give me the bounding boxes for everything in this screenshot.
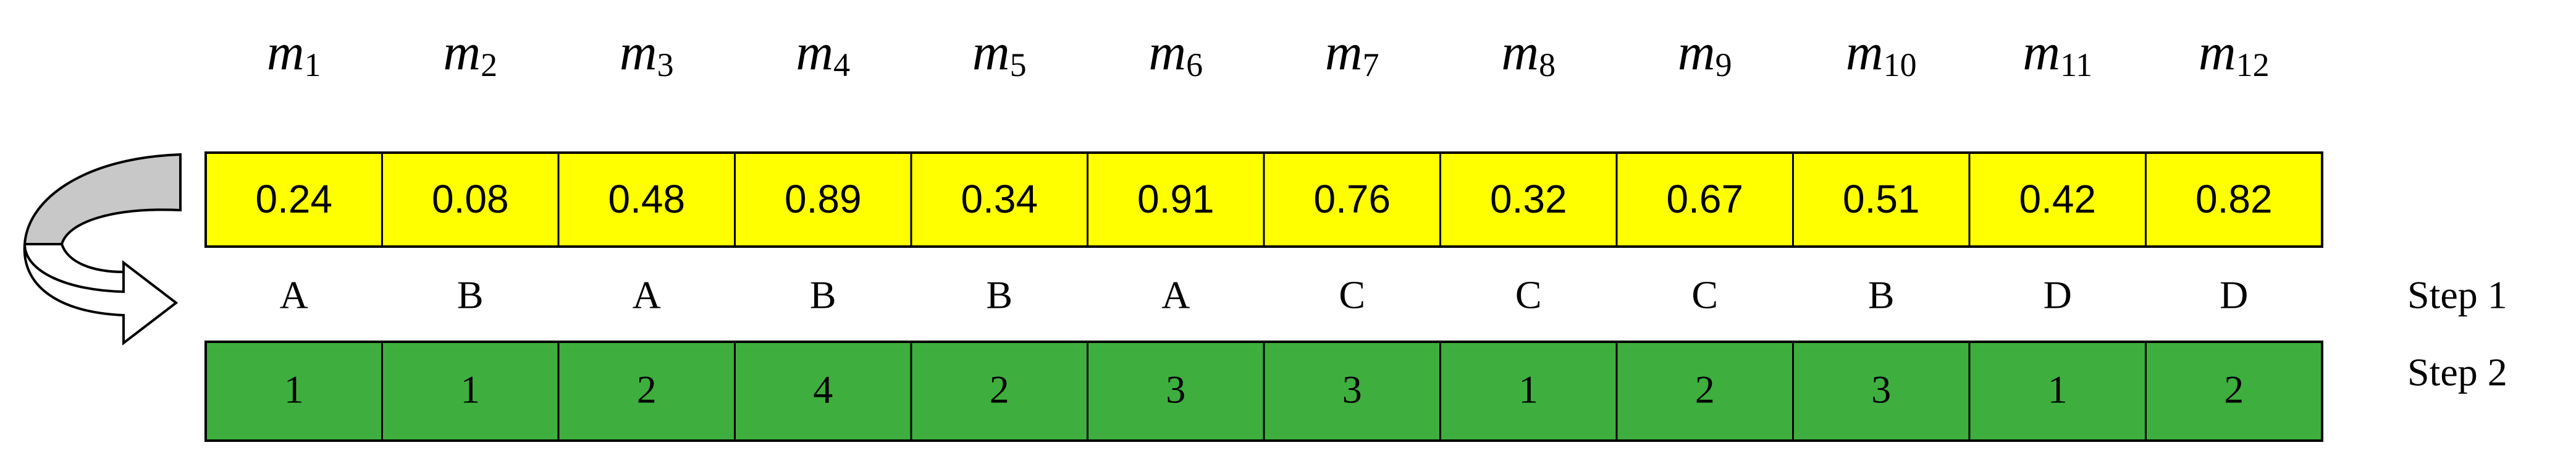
subscript: 6 (1186, 46, 1203, 83)
cell-value: 0.08 (432, 177, 509, 221)
subscript: 3 (657, 46, 674, 83)
step1-letter: B (986, 273, 1012, 317)
step1-letter: A (280, 273, 308, 317)
step1-letter: B (1868, 273, 1895, 317)
step2-number: 2 (990, 368, 1009, 412)
step-label: Step 1 (2407, 273, 2507, 317)
cell-value: 0.91 (1137, 177, 1214, 221)
step-label: Step 2 (2407, 350, 2507, 394)
cell-value: 0.51 (1843, 177, 1920, 221)
symbol: m (2022, 23, 2060, 81)
column-header: m9 (1678, 23, 1732, 83)
cell-value: 0.32 (1490, 177, 1567, 221)
step2-number: 1 (284, 368, 304, 412)
column-header: m3 (620, 23, 674, 83)
arrow-top (23, 153, 182, 245)
symbol: m (1501, 23, 1539, 81)
symbol: m (1325, 23, 1363, 81)
column-header: m11 (2022, 23, 2092, 83)
step1-letter: C (1515, 273, 1542, 317)
arrow-bottom (23, 244, 179, 346)
symbol: m (1846, 23, 1884, 81)
column-header: m4 (796, 23, 850, 83)
step2-number: 3 (1871, 368, 1891, 412)
symbol: m (267, 23, 305, 81)
step2-number: 2 (637, 368, 657, 412)
cell-value: 0.34 (961, 177, 1038, 221)
step1-letter: C (1691, 273, 1718, 317)
step2-number: 4 (813, 368, 833, 412)
subscript: 4 (833, 46, 850, 83)
step1-letter: C (1339, 273, 1365, 317)
column-header: m2 (443, 23, 497, 83)
symbol: m (620, 23, 657, 81)
subscript: 2 (481, 46, 497, 83)
symbol: m (1678, 23, 1715, 81)
symbol: m (443, 23, 481, 81)
step1-letter: A (633, 273, 661, 317)
step2-number: 1 (2048, 368, 2068, 412)
symbol: m (1148, 23, 1186, 81)
symbol: m (796, 23, 833, 81)
step2-number: 3 (1342, 368, 1362, 412)
step1-letter: D (2044, 273, 2072, 317)
cell-value: 0.67 (1666, 177, 1743, 221)
subscript: 5 (1010, 46, 1027, 83)
column-header: m8 (1501, 23, 1555, 83)
step1-letter: A (1161, 273, 1190, 317)
cell-value: 0.24 (255, 177, 332, 221)
column-header: m1 (267, 23, 321, 83)
subscript: 7 (1363, 46, 1379, 83)
subscript: 8 (1539, 46, 1555, 83)
step2-number: 2 (1695, 368, 1715, 412)
cell-value: 0.89 (785, 177, 862, 221)
cell-value: 0.82 (2195, 177, 2273, 221)
cell-value: 0.48 (608, 177, 685, 221)
step2-number: 1 (1518, 368, 1538, 412)
step2-number: 2 (2224, 368, 2244, 412)
subscript: 1 (305, 46, 321, 83)
step2-number: 1 (460, 368, 480, 412)
column-header: m6 (1148, 23, 1203, 83)
symbol: m (972, 23, 1010, 81)
step1-letter: B (457, 273, 484, 317)
column-header: m7 (1325, 23, 1379, 83)
step1-letter: D (2220, 273, 2248, 317)
symbol: m (2199, 23, 2236, 81)
column-header: m5 (972, 23, 1027, 83)
step2-number: 3 (1166, 368, 1185, 412)
step1-letter: B (810, 273, 836, 317)
subscript: 11 (2060, 46, 2092, 83)
subscript: 9 (1715, 46, 1732, 83)
column-header: m10 (1846, 23, 1917, 83)
cell-value: 0.42 (2019, 177, 2096, 221)
subscript: 12 (2236, 46, 2270, 83)
subscript: 10 (1884, 46, 1917, 83)
cell-value: 0.76 (1313, 177, 1391, 221)
column-header: m12 (2199, 23, 2270, 83)
